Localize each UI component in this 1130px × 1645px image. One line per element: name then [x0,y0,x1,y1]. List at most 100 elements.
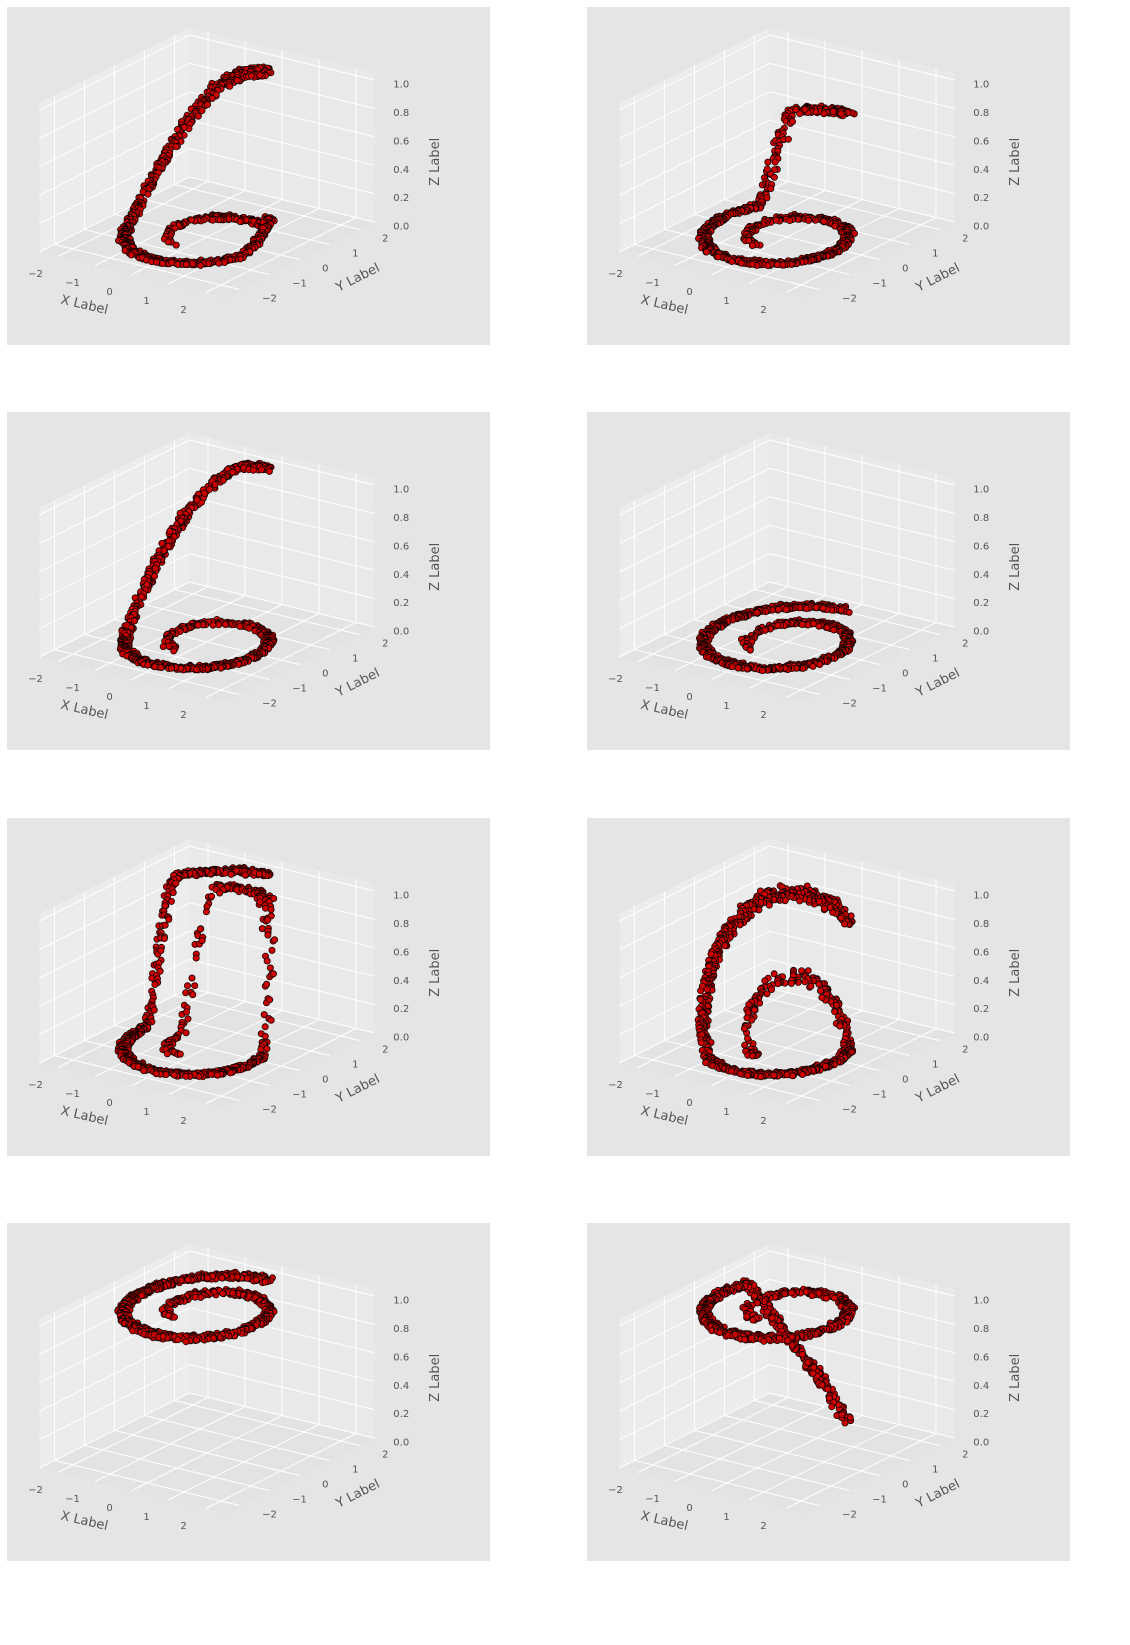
y-tick-label: −2 [842,294,857,305]
y-tick-label: −1 [292,684,307,695]
x-tick-label: −1 [65,278,80,289]
gridlines [39,437,375,698]
scatter-points [115,63,278,269]
scatter-points [696,599,857,675]
z-tick-label: 0.6 [973,136,989,147]
data-point [763,165,771,173]
data-point [215,621,223,629]
data-point [258,466,266,474]
x-axis-label: X Label [59,1104,109,1129]
data-point [157,663,165,671]
data-point [205,485,213,493]
grid-line [39,34,190,111]
grid-line [189,91,375,138]
data-point [164,542,172,550]
x-axis-label: X Label [59,293,109,318]
data-point [256,71,264,79]
grid-line [39,467,190,544]
grid-line [769,439,955,486]
data-point [182,1029,190,1037]
z-axis-label: Z Label [1008,543,1023,591]
grid-line [114,214,300,260]
data-point [167,897,175,905]
data-point [734,664,742,672]
grid-line [619,581,770,658]
grid-line [189,148,375,195]
grid-line [189,959,375,1006]
x-tick-label: −1 [645,683,660,694]
data-point [127,251,135,259]
data-point [164,238,172,246]
data-point [219,476,227,484]
data-point [798,620,806,628]
data-point [743,665,751,673]
data-point [161,921,169,929]
data-point [151,980,159,988]
y-tick-label: 1 [352,654,358,665]
data-point [837,110,845,118]
z-tick-label: 0.6 [973,541,989,552]
grid-line [114,619,300,665]
data-point [268,946,276,954]
grid-line [619,439,770,516]
data-point [256,898,264,906]
data-point [809,662,817,670]
data-point [264,916,272,924]
grid-line [205,622,357,698]
z-tick-label: 1.0 [973,485,989,496]
data-point [194,621,202,629]
y-tick-label: 0 [902,264,908,275]
grid-line [748,208,900,284]
x-tick-label: −1 [65,1089,80,1100]
data-point [267,906,275,914]
data-point [196,925,204,933]
data-point [209,621,217,629]
data-point [241,871,249,879]
y-tick-label: −1 [872,684,887,695]
y-tick-label: −2 [262,1105,277,1116]
grid-line [619,62,770,139]
z-tick-label: 0.4 [393,570,409,581]
data-point [172,879,180,887]
y-axis-label: Y Label [913,666,963,701]
z-tick-label: 0.2 [393,193,409,204]
data-point [802,604,810,612]
data-point [157,947,165,955]
data-point [192,665,200,673]
x-tick-label: 0 [686,692,692,703]
subplot-4: −2 −2 −1 −1 0 0 1 1 2 2 0.0 0.2 0.4 0.6 0.8 1.0 X Label Y… [587,412,1070,750]
data-point [159,259,167,267]
data-point [150,1006,158,1014]
z-tick-label: 0.2 [973,598,989,609]
z-tick-label: 0.0 [973,222,989,233]
data-point [829,108,837,116]
subplot-5: −2 −2 −1 −1 0 0 1 1 2 2 0.0 0.2 0.4 0.6 0.8 1.0 X Label Y… [7,818,490,1156]
z-tick-label: 1.0 [393,485,409,496]
scatter-points [114,864,279,1081]
data-point [830,626,838,634]
data-point [270,895,278,903]
data-point [792,106,800,114]
y-tick-label: −2 [262,699,277,710]
data-point [203,101,211,109]
data-point [200,489,208,497]
grid-line [39,959,190,1036]
z-tick-label: 0.2 [973,193,989,204]
z-tick-label: 0.6 [393,541,409,552]
data-point [144,661,152,669]
x-tick-label: 2 [180,710,186,721]
y-tick-label: 2 [382,234,388,245]
grid-line [769,119,955,166]
data-point [152,258,160,266]
data-point [194,112,202,120]
data-point [236,217,244,225]
grid-line [769,62,955,109]
y-axis-label: Y Label [333,261,383,296]
z-tick-label: 0.8 [973,513,989,524]
grid-line [189,553,375,600]
z-tick-label: 1.0 [393,80,409,91]
data-point [264,931,272,939]
